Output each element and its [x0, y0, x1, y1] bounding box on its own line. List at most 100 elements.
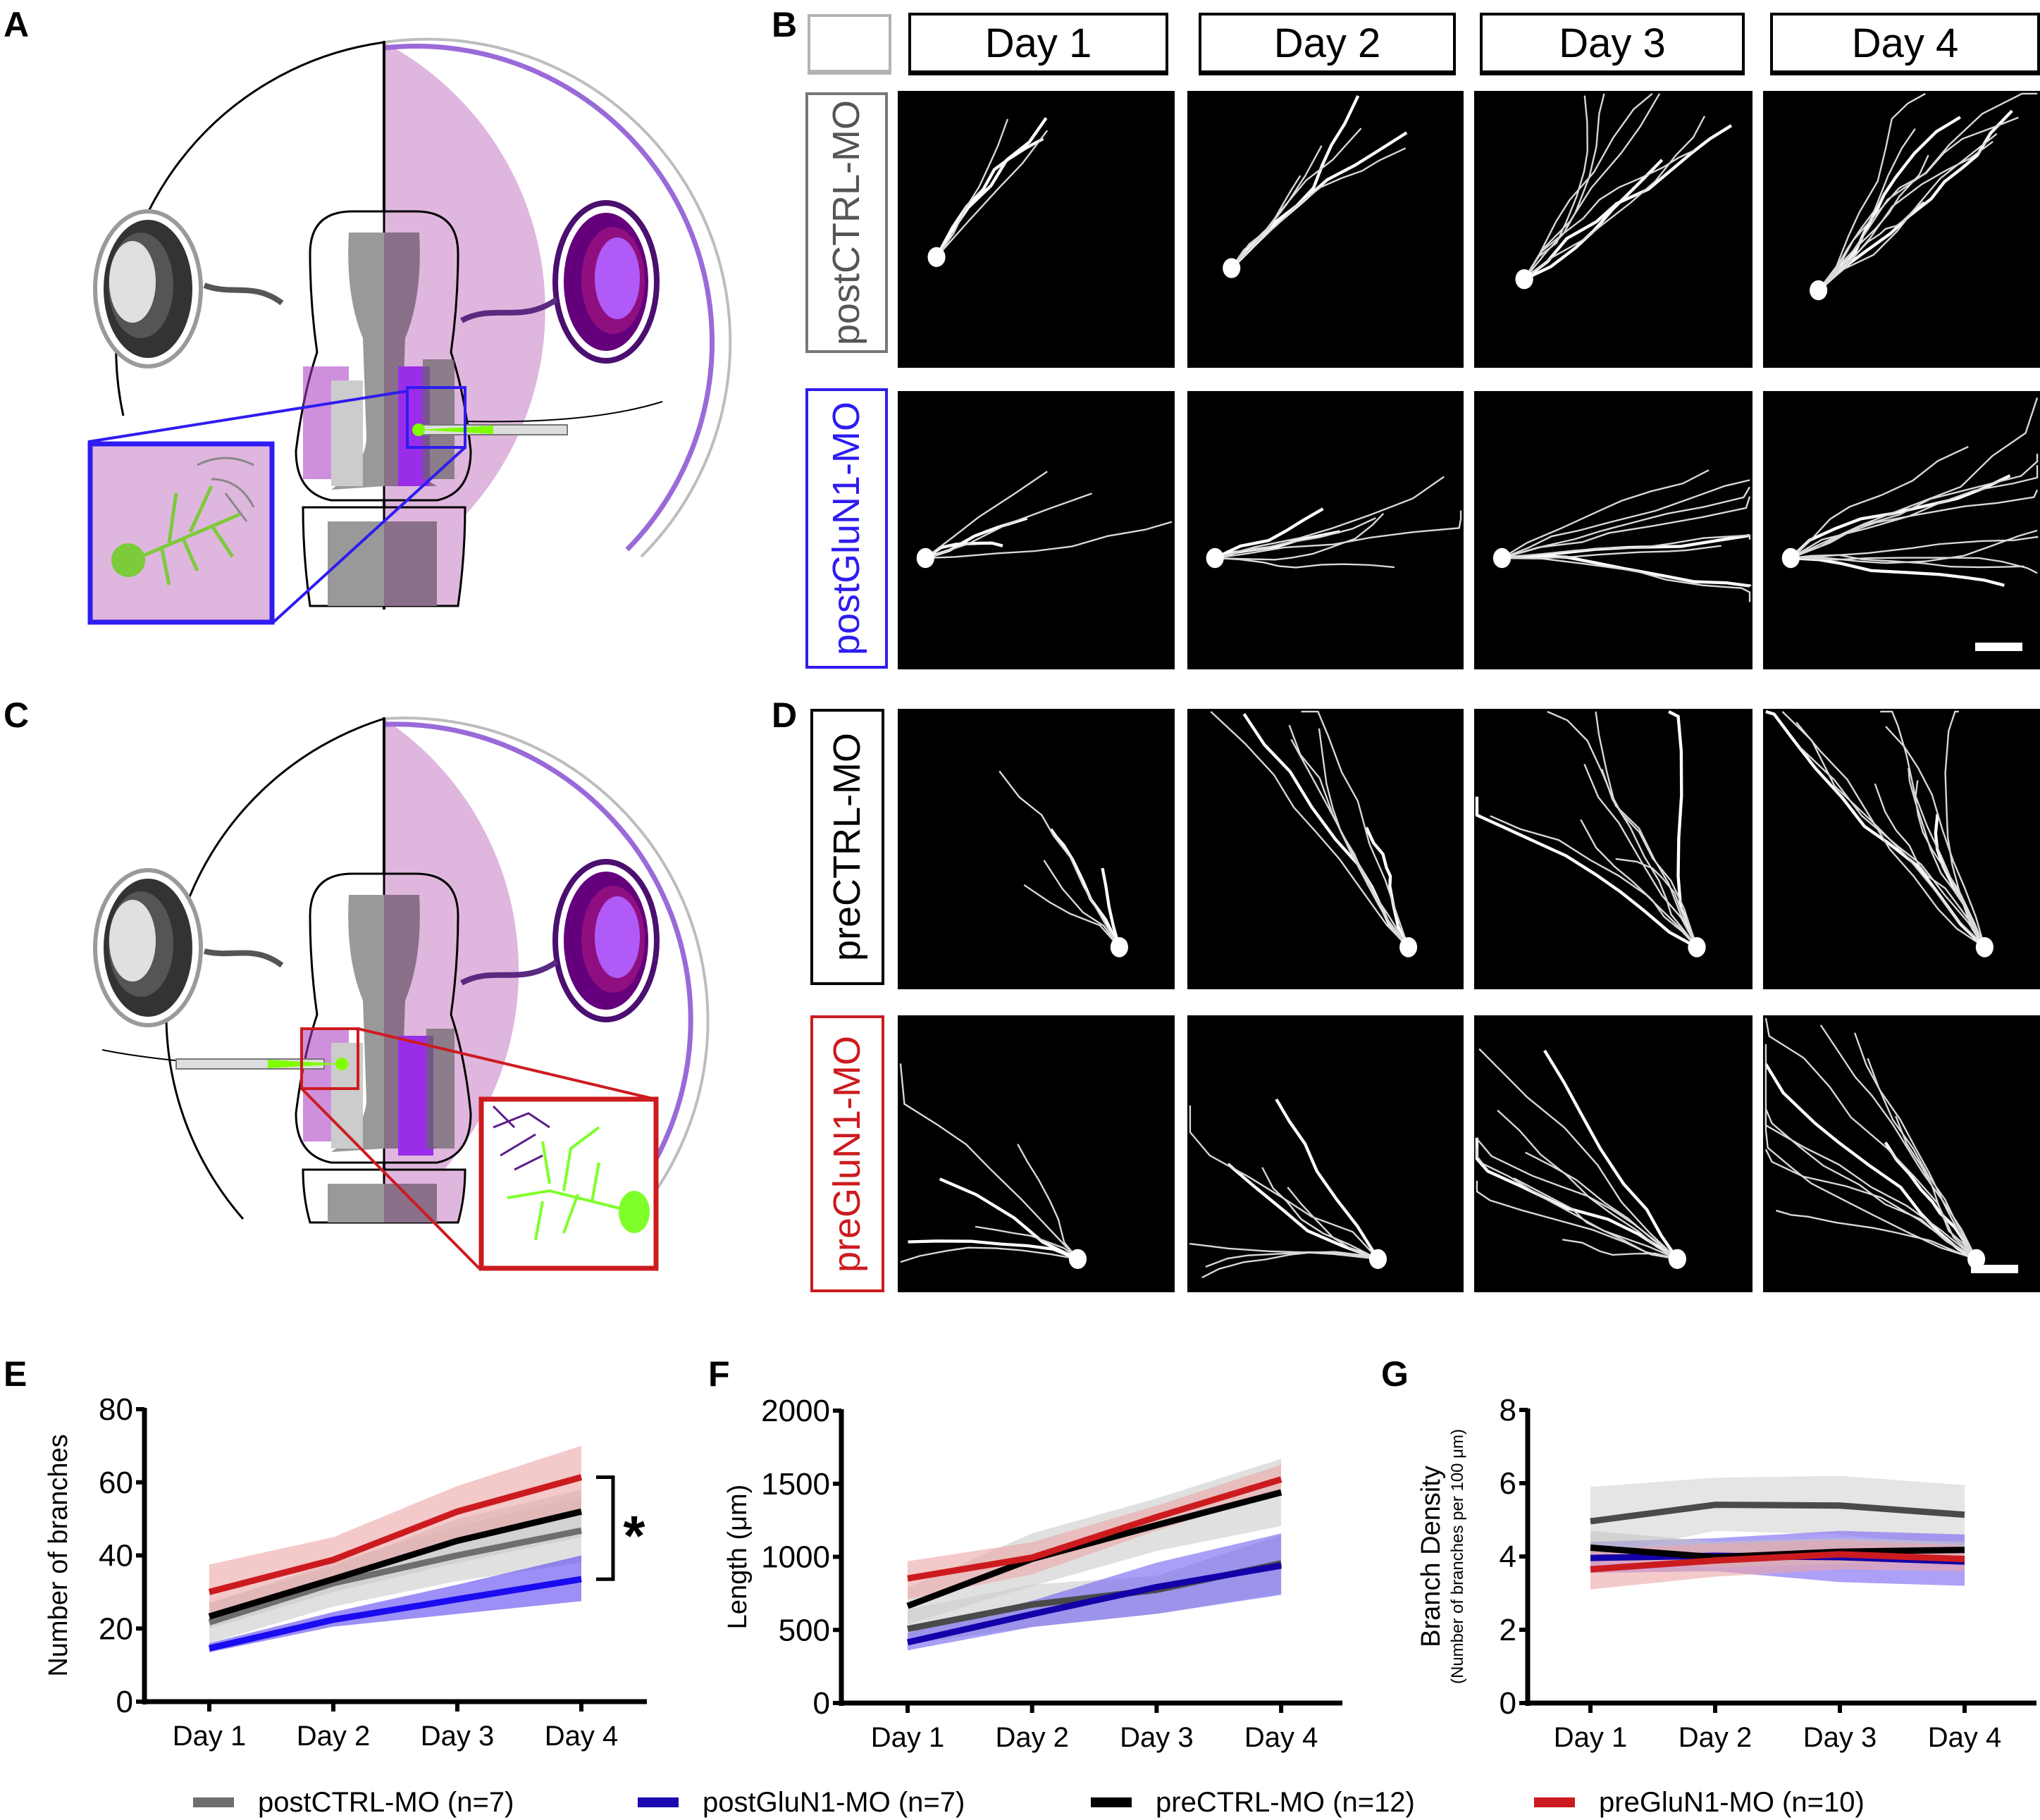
dendrite-trace [1668, 710, 1699, 948]
soma [1223, 258, 1241, 278]
dendrite-trace [1817, 154, 1929, 291]
panel-letter-b: B [772, 5, 798, 44]
dendrite-trace [1101, 867, 1121, 948]
dendrite-trace [1817, 92, 1926, 291]
y-tick-label: 6 [1500, 1466, 1516, 1501]
legend-label: postCTRL-MO (n=7) [258, 1786, 514, 1818]
x-tick-label: Day 4 [545, 1721, 619, 1752]
dendrite-trace [1764, 1044, 1977, 1260]
dendrite-trace [1817, 116, 2019, 291]
x-tick-label: Day 2 [995, 1722, 1069, 1753]
dendrite-trace [1817, 140, 1993, 291]
dendrite-trace [1595, 711, 1698, 948]
legend-label: preGluN1-MO (n=10) [1599, 1786, 1865, 1818]
row-label-text: preCTRL-MO [826, 732, 869, 962]
legend-item-postglun1: postGluN1-MO (n=7) [638, 1785, 965, 1820]
y-tick-label: 2 [1500, 1613, 1516, 1647]
dendrite-trace [1478, 1048, 1679, 1260]
dendrite-trace [1189, 1243, 1378, 1261]
legend-swatch [638, 1797, 679, 1807]
header-blank-box [808, 14, 891, 75]
dendrite-trace [1201, 1251, 1378, 1279]
dendrite-trace [1230, 128, 1362, 269]
dendrite-trace [1944, 710, 1986, 948]
micrograph-postglun1-day-1 [898, 391, 1175, 669]
dendrite-trace [1885, 726, 1986, 948]
dendrite-trace [1287, 1187, 1378, 1260]
electrode-pipette-icon [101, 1049, 348, 1070]
dendrite-trace [1580, 819, 1698, 948]
micrograph-prectrl-day-2 [1187, 709, 1464, 989]
y-tick-label: 40 [99, 1539, 133, 1573]
dendrite-trace [935, 137, 1044, 258]
dendrite-trace [1817, 92, 2038, 291]
dendrite-trace [1501, 469, 1710, 559]
dendrite-trace [1790, 465, 2039, 559]
dendrite-trace [1853, 1032, 1977, 1260]
y-tick-label: 60 [99, 1466, 133, 1500]
dendrite-trace [1523, 93, 1661, 280]
dendrite-trace [1502, 534, 1751, 559]
panel-a-schematic [87, 37, 732, 625]
y-tick-label: 80 [99, 1392, 133, 1427]
soma [1975, 936, 1993, 958]
dendrite-trace [999, 770, 1120, 948]
dendrite-trace [1210, 711, 1409, 948]
x-tick-label: Day 4 [1244, 1722, 1318, 1753]
panel-c-schematic [93, 717, 710, 1271]
left-eye-icon [93, 868, 203, 1027]
soma [1368, 1249, 1387, 1269]
x-tick-label: Day 1 [173, 1721, 247, 1752]
legend-label: preCTRL-MO (n=12) [1156, 1786, 1415, 1818]
series-line-preglun1-mo [208, 1474, 583, 1595]
electrode-pipette-icon [412, 401, 663, 436]
row-label-text: postGluN1-MO [825, 401, 868, 656]
row-label-postctrl-mo: postCTRL-MO [805, 92, 888, 353]
dendrite-trace [1261, 1167, 1379, 1260]
neuron-inset-icon [87, 441, 275, 625]
significance-bracket [596, 1475, 615, 1581]
panel-letter-a: A [4, 5, 30, 44]
series-line-preglun1-mo [907, 1476, 1282, 1582]
soma [1110, 936, 1128, 958]
legend-item-preglun1: preGluN1-MO (n=10) [1534, 1785, 1865, 1820]
right-eye-icon [552, 859, 660, 1022]
dendrite-trace [1301, 710, 1409, 948]
micrograph-postctrl-day-2 [1187, 91, 1464, 368]
soma [1515, 269, 1533, 290]
soma [1810, 280, 1828, 301]
soma [916, 547, 934, 569]
legend-item-prectrl: preCTRL-MO (n=12) [1091, 1785, 1415, 1820]
legend-label: postGluN1-MO (n=7) [703, 1786, 965, 1818]
dendrite-trace [1791, 536, 2039, 559]
soma [1781, 547, 1800, 569]
brain-schematic-icon [93, 717, 710, 1271]
dendrite-trace [1791, 556, 2005, 587]
dendrite-trace [1043, 860, 1120, 948]
y-tick-label: 0 [813, 1686, 830, 1721]
series-line-prectrl-mo [906, 1489, 1282, 1609]
column-header-day-1: Day 1 [908, 13, 1168, 75]
legend-swatch [1091, 1797, 1132, 1807]
series-line-postglun1-mo [208, 1576, 582, 1652]
dendrite-trace [1523, 93, 1653, 280]
left-eye-icon [93, 209, 203, 369]
dendrite-trace [1776, 1209, 1977, 1260]
dendrite-trace [1764, 1111, 1977, 1260]
dendrite-trace [1513, 1177, 1678, 1260]
y-axis-label: Length (μm) [723, 1485, 753, 1630]
brain-schematic-icon [87, 37, 732, 625]
zoom-box [300, 1027, 359, 1090]
x-tick-label: Day 2 [1679, 1722, 1752, 1753]
soma [1399, 936, 1418, 958]
chart-f-length: 0 500 1000 1500 2000 Day 1 Day 2 Day 3 Day 4 Leng… [723, 1394, 1342, 1753]
legend-swatch [1534, 1797, 1575, 1807]
dendrite-trace [1502, 545, 1721, 559]
dendrite-trace [1475, 1137, 1679, 1261]
dendrite-trace [935, 117, 1048, 258]
zoom-box [406, 386, 466, 449]
panel-letter-c: C [4, 695, 30, 735]
dendrite-trace [1475, 796, 1698, 949]
panel-letter-f: F [708, 1354, 730, 1394]
dendrite-trace [1543, 1049, 1679, 1261]
